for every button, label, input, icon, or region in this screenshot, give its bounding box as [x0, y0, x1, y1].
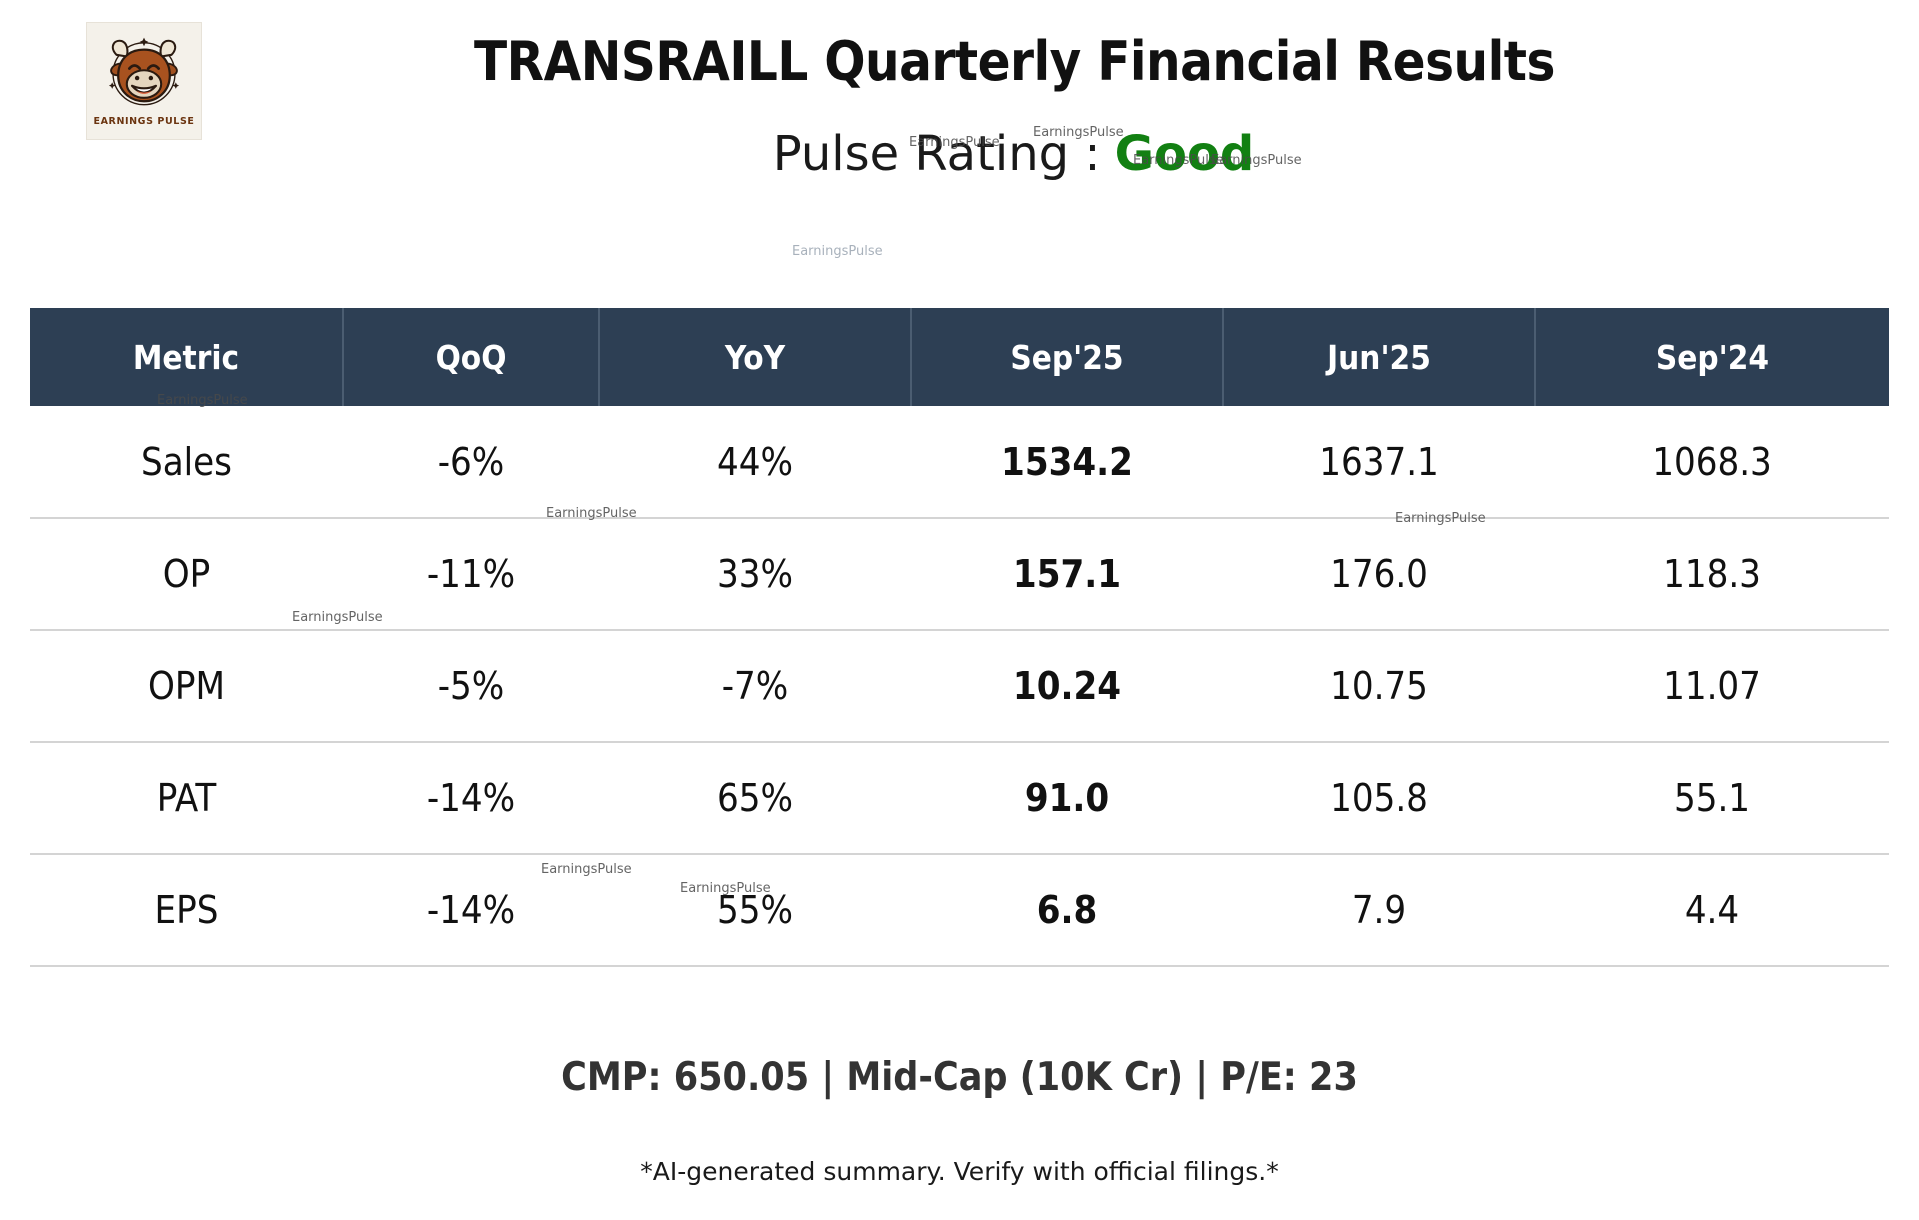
cell-jun25: 7.9	[1223, 854, 1535, 967]
cell-sep24: 118.3	[1535, 518, 1889, 631]
cell-sep25: 6.8	[911, 854, 1223, 967]
ai-disclaimer-note: *AI-generated summary. Verify with offic…	[640, 1157, 1279, 1186]
pulse-rating-value: Good	[1114, 126, 1255, 182]
cell-sep25: 10.24	[911, 630, 1223, 743]
column-header-qoq: QoQ	[343, 308, 600, 406]
cell-jun25: 105.8	[1223, 742, 1535, 855]
brand-watermark: EarningsPulse	[792, 244, 883, 259]
cell-yoy: 55%	[599, 854, 911, 967]
table-body: Sales -6% 44% 1534.2 1637.1 1068.3 OP -11% 33% 15…	[30, 406, 1889, 967]
cell-jun25: 10.75	[1223, 630, 1535, 743]
cell-qoq: -5%	[343, 630, 599, 743]
cell-sep25: 1534.2	[911, 406, 1223, 519]
column-header-jun25: Jun'25	[1223, 308, 1536, 406]
table-header-row: Metric QoQ YoY Sep'25 Jun'25 Sep'24	[30, 308, 1889, 406]
cell-yoy: 33%	[599, 518, 911, 631]
cell-yoy: -7%	[599, 630, 911, 743]
cell-sep25: 157.1	[911, 518, 1223, 631]
earnings-pulse-logo: EARNINGS PULSE	[86, 22, 202, 140]
cell-metric: OP	[30, 518, 343, 631]
cell-sep24: 1068.3	[1535, 406, 1889, 519]
cell-sep24: 11.07	[1535, 630, 1889, 743]
page-title: TRANSRAILL Quarterly Financial Results	[474, 30, 1555, 93]
cell-metric: Sales	[30, 406, 343, 519]
cell-metric: PAT	[30, 742, 343, 855]
cell-sep25: 91.0	[911, 742, 1223, 855]
cell-yoy: 65%	[599, 742, 911, 855]
logo-caption: EARNINGS PULSE	[93, 116, 195, 127]
column-header-sep25: Sep'25	[911, 308, 1224, 406]
table-row: EPS -14% 55% 6.8 7.9 4.4	[30, 854, 1889, 967]
cell-jun25: 1637.1	[1223, 406, 1535, 519]
cell-metric: OPM	[30, 630, 343, 743]
bull-mascot-icon	[108, 37, 180, 106]
column-header-metric: Metric	[30, 308, 344, 406]
table-row: Sales -6% 44% 1534.2 1637.1 1068.3	[30, 406, 1889, 519]
cell-qoq: -14%	[343, 854, 599, 967]
cmp-summary: CMP: 650.05 | Mid-Cap (10K Cr) | P/E: 23	[561, 1055, 1358, 1100]
cell-yoy: 44%	[599, 406, 911, 519]
pulse-rating-label: Pulse Rating :	[772, 126, 1101, 182]
cell-qoq: -6%	[343, 406, 599, 519]
cell-qoq: -14%	[343, 742, 599, 855]
pulse-rating: Pulse Rating : Good	[0, 126, 1919, 182]
cell-sep24: 55.1	[1535, 742, 1889, 855]
cell-metric: EPS	[30, 854, 343, 967]
table-row: OP -11% 33% 157.1 176.0 118.3	[30, 518, 1889, 631]
cell-jun25: 176.0	[1223, 518, 1535, 631]
financial-results-table: Metric QoQ YoY Sep'25 Jun'25 Sep'24 Sale…	[30, 308, 1889, 967]
column-header-sep24: Sep'24	[1535, 308, 1889, 406]
cell-sep24: 4.4	[1535, 854, 1889, 967]
cell-qoq: -11%	[343, 518, 599, 631]
column-header-yoy: YoY	[599, 308, 912, 406]
table-row: PAT -14% 65% 91.0 105.8 55.1	[30, 742, 1889, 855]
table-row: OPM -5% -7% 10.24 10.75 11.07	[30, 630, 1889, 743]
